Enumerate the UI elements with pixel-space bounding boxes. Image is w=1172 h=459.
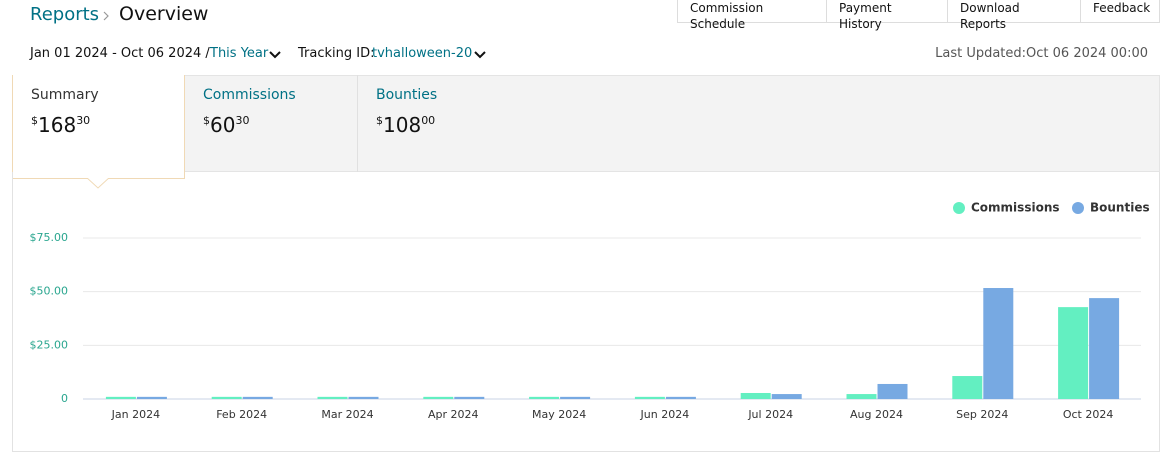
bar xyxy=(317,396,348,399)
bar xyxy=(242,396,273,399)
y-tick-label: $25.00 xyxy=(30,338,69,351)
x-tick-label: Feb 2024 xyxy=(216,408,267,421)
separator xyxy=(103,11,109,21)
chart: 0 $25.00 $50.00 $75.00 Commissions Bounties Ja… xyxy=(30,201,1150,422)
x-tick-label: Oct 2024 xyxy=(1063,408,1114,421)
bar xyxy=(1089,298,1120,399)
currency: $ xyxy=(376,114,383,127)
tab-label: Bounties xyxy=(376,87,438,103)
legend-label: Bounties xyxy=(1090,201,1150,215)
amount: 60 xyxy=(210,113,236,137)
bar xyxy=(348,396,379,399)
y-tick-label: 0 xyxy=(61,392,68,405)
nav-tab[interactable]: Commission Schedule xyxy=(677,0,827,31)
y-tick-label: $75.00 xyxy=(30,231,69,244)
nav-tab[interactable]: Feedback xyxy=(1080,0,1160,23)
tab-amount: $6030 xyxy=(203,113,339,137)
x-tick-label: Jul 2024 xyxy=(747,408,793,421)
tab-label: Summary xyxy=(31,87,99,103)
summary-tab[interactable]: Commissions $6030 xyxy=(185,75,358,172)
cents: 30 xyxy=(235,114,250,127)
bar xyxy=(634,396,665,399)
summary-panel xyxy=(12,75,1160,172)
summary-tab[interactable]: Bounties $10800 xyxy=(358,75,531,172)
tracking-id[interactable]: tvhalloween-20 xyxy=(372,46,473,61)
x-tick-label: May 2024 xyxy=(532,408,586,421)
breadcrumb[interactable]: Reports xyxy=(30,4,100,25)
currency: $ xyxy=(31,114,38,127)
bar xyxy=(136,396,167,399)
nav-tab[interactable]: Download Reports xyxy=(947,0,1081,31)
bar xyxy=(560,396,591,399)
x-tick-label: Sep 2024 xyxy=(956,408,1008,421)
summary-tab[interactable]: Summary $16830 xyxy=(12,75,185,179)
tab-amount: $10800 xyxy=(376,113,513,137)
bar xyxy=(1058,307,1089,399)
tab-pointer xyxy=(86,177,110,189)
chevron[interactable] xyxy=(268,50,282,60)
amount: 168 xyxy=(38,113,77,137)
bar xyxy=(529,396,560,399)
bar xyxy=(771,394,802,399)
legend-label: Commissions xyxy=(971,201,1060,215)
amount: 108 xyxy=(383,113,422,137)
nav-tab[interactable]: Payment History xyxy=(826,0,948,31)
tracking-label: Tracking ID: xyxy=(298,46,375,61)
legend-marker xyxy=(953,202,965,214)
cents: 00 xyxy=(421,114,436,127)
tab-label: Commissions xyxy=(203,87,296,103)
x-tick-label: Apr 2024 xyxy=(428,408,479,421)
y-tick-label: $50.00 xyxy=(30,285,69,298)
bar xyxy=(740,392,771,399)
bar xyxy=(423,396,454,399)
x-tick-label: Aug 2024 xyxy=(850,408,903,421)
x-tick-label: Jun 2024 xyxy=(640,408,690,421)
legend-marker xyxy=(1072,202,1084,214)
bar xyxy=(952,376,983,399)
date-range: Jan 01 2024 - Oct 06 2024 / xyxy=(30,46,210,61)
bar xyxy=(983,288,1014,399)
bar xyxy=(665,396,696,399)
last-updated: Last Updated:Oct 06 2024 00:00 xyxy=(935,46,1148,61)
bar xyxy=(105,396,136,399)
period-select[interactable]: This Year xyxy=(210,46,269,61)
x-tick-label: Jan 2024 xyxy=(111,408,160,421)
bar xyxy=(846,394,877,399)
chevron[interactable] xyxy=(473,50,487,60)
page-title: Overview xyxy=(119,3,209,25)
currency: $ xyxy=(203,114,210,127)
chart-panel: 0 $25.00 $50.00 $75.00 Commissions Bounties Ja… xyxy=(12,172,1160,452)
cents: 30 xyxy=(76,114,91,127)
tab-amount: $16830 xyxy=(31,113,166,137)
bar xyxy=(211,396,242,399)
x-tick-label: Mar 2024 xyxy=(321,408,373,421)
bar xyxy=(877,383,908,399)
bar xyxy=(454,396,485,399)
